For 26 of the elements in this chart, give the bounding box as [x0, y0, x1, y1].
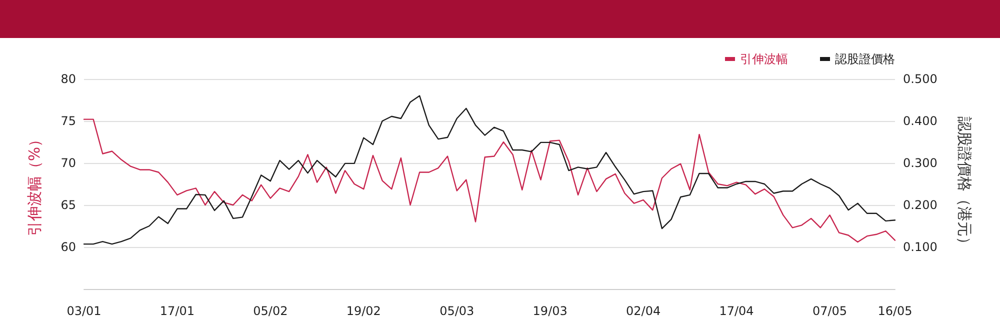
x-tick-label: 16/05	[878, 304, 912, 318]
x-tick-label: 19/02	[346, 304, 381, 318]
y2-tick-label: 0.500	[903, 72, 938, 86]
y-tick-label: 60	[60, 240, 76, 254]
y-axis-title: 引伸波幅（%）	[26, 132, 44, 236]
x-tick-label: 03/01	[66, 304, 102, 318]
line-series	[83, 118, 896, 243]
y-tick-label: 75	[60, 114, 76, 128]
x-tick-label: 05/03	[440, 304, 474, 318]
y-tick-label: 80	[60, 72, 76, 86]
x-tick-label: 02/04	[626, 304, 661, 318]
y2-tick-label: 0.100	[903, 240, 938, 254]
line-series	[83, 95, 896, 245]
y2-tick-label: 0.300	[903, 156, 938, 170]
x-tick-label: 17/01	[160, 304, 195, 318]
x-tick-label: 07/05	[812, 304, 848, 318]
x-tick-label: 17/04	[719, 304, 754, 318]
legend-label: 認股證價格	[835, 52, 895, 66]
legend-label: 引伸波幅	[740, 52, 788, 66]
x-tick-label: 19/03	[532, 304, 568, 318]
y2-tick-label: 0.200	[903, 198, 938, 212]
y2-tick-label: 0.400	[903, 114, 938, 128]
y-tick-label: 70	[60, 156, 76, 170]
y-tick-label: 65	[60, 198, 76, 212]
y2-axis-title: 認股證價格（港元）	[956, 116, 974, 252]
x-tick-label: 05/02	[253, 304, 288, 318]
